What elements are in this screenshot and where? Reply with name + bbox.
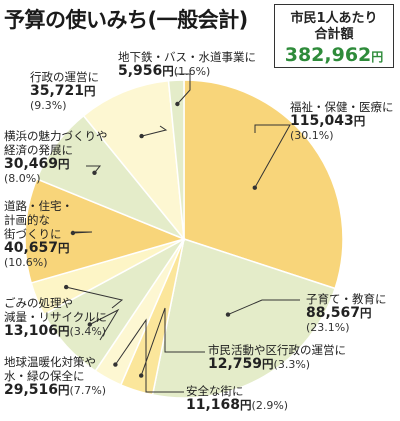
slice-label-unit: 円: [240, 398, 252, 412]
slice-label-amount: 13,106: [4, 323, 59, 339]
leader-dot-5: [63, 284, 69, 290]
slice-label-percent: (23.1%): [306, 321, 350, 334]
slice-label-amount: 30,469: [4, 156, 59, 172]
leader-dot-4: [87, 322, 93, 327]
leader-dot-2: [139, 373, 144, 378]
slice-label-6: 道路・住宅・ 計画的な 街づくりに 40,657円 (10.6%): [4, 199, 73, 270]
slice-label-name: 市民活動や区行政の運営に: [208, 343, 346, 357]
leader-line-9: [175, 73, 191, 105]
slice-label-1: 子育て・教育に 88,567円 (23.1%): [306, 292, 387, 335]
slice-label-4: 地球温暖化対策や 水・緑の保全に 29,516円(7.7%): [4, 355, 106, 398]
slice-label-amount: 35,721: [30, 83, 85, 99]
leader-line-2: [140, 307, 205, 376]
slice-label-name: 安全な街に: [186, 384, 244, 398]
slice-label-amount: 12,759: [208, 356, 263, 372]
leader-dot-6: [70, 230, 76, 236]
summary-label-line2: 合計額: [314, 27, 354, 42]
slice-label-name: 子育て・教育に: [306, 292, 387, 306]
slice-label-name: 福祉・保健・医療に: [290, 100, 394, 114]
slice-label-2: 市民活動や区行政の運営に 12,759円(3.3%): [208, 343, 346, 372]
summary-total-amount: 382,962円: [275, 44, 393, 68]
pie-slice-8: [82, 79, 185, 242]
slice-label-unit: 円: [84, 84, 96, 98]
leader-lines: [63, 73, 300, 393]
pie-slices: [24, 79, 344, 399]
slice-label-name: 行政の運営に: [30, 70, 99, 84]
slice-label-unit: 円: [58, 241, 70, 255]
slice-label-percent: (8.0%): [4, 172, 41, 185]
leader-dot-7: [92, 170, 97, 175]
leader-line-3: [114, 318, 184, 393]
leader-line-7: [86, 165, 102, 174]
slice-label-amount: 88,567: [306, 305, 361, 321]
slice-label-name: ごみの処理や 減量・リサイクルに: [4, 296, 107, 324]
slice-label-unit: 円: [162, 64, 174, 78]
leader-dot-9: [175, 101, 180, 107]
pie-slice-1: [151, 238, 337, 399]
slice-label-3: 安全な街に 11,168円(2.9%): [186, 384, 288, 413]
slice-label-0: 福祉・保健・医療に 115,043円 (30.1%): [290, 100, 394, 143]
slice-label-name: 地球温暖化対策や 水・緑の保全に: [4, 355, 96, 383]
leader-dot-0: [252, 185, 257, 190]
slice-label-unit: 円: [58, 157, 70, 171]
slice-label-unit: 円: [58, 383, 70, 397]
slice-label-percent: (1.6%): [173, 65, 211, 78]
slice-label-7: 横浜の魅力づくりや 経済の発展に 30,469円 (8.0%): [4, 129, 108, 186]
slice-label-percent: (2.9%): [251, 399, 289, 412]
slice-label-name: 地下鉄・バス・水道事業に: [118, 50, 256, 64]
summary-amount-unit: 円: [371, 50, 384, 64]
slice-label-unit: 円: [262, 357, 274, 371]
slice-label-percent: (9.3%): [30, 99, 67, 112]
slice-label-amount: 11,168: [186, 397, 241, 413]
pie-slice-0: [183, 79, 344, 290]
slice-label-unit: 円: [353, 114, 366, 128]
slice-label-unit: 円: [58, 324, 70, 338]
slice-label-amount: 115,043: [290, 113, 354, 129]
per-capita-summary-box: 市民1人あたり 合計額 382,962円: [274, 4, 394, 68]
leader-line-0: [254, 124, 291, 188]
slice-label-5: ごみの処理や 減量・リサイクルに 13,106円(3.4%): [4, 296, 107, 339]
leader-line-4: [89, 308, 120, 341]
slice-label-amount: 40,657: [4, 240, 59, 256]
slice-label-name: 道路・住宅・ 計画的な 街づくりに: [4, 199, 73, 241]
slice-label-8: 行政の運営に 35,721円 (9.3%): [30, 70, 99, 113]
slice-label-percent: (7.7%): [69, 384, 107, 397]
slice-label-percent: (3.3%): [273, 358, 311, 371]
leader-line-6: [72, 231, 93, 234]
pie-slice-9: [167, 79, 185, 240]
leader-dot-1: [225, 312, 231, 317]
leader-line-1: [227, 299, 300, 316]
slice-label-amount: 5,956: [118, 63, 163, 79]
slice-label-percent: (10.6%): [4, 256, 48, 269]
page-title: 予算の使いみち(一般会計): [4, 8, 248, 32]
leader-line-8: [141, 125, 168, 137]
pie-slice-6: [24, 178, 187, 284]
summary-label-line1: 市民1人あたり: [290, 11, 378, 26]
slice-label-name: 横浜の魅力づくりや 経済の発展に: [4, 129, 108, 157]
slice-label-percent: (3.4%): [69, 325, 107, 338]
leader-dot-8: [139, 133, 144, 139]
slice-label-amount: 29,516: [4, 382, 59, 398]
slice-label-9: 地下鉄・バス・水道事業に 5,956円(1.6%): [118, 50, 256, 79]
summary-amount-number: 382,962: [284, 44, 372, 66]
leader-line-5: [66, 286, 124, 309]
slice-label-unit: 円: [360, 306, 372, 320]
leader-dot-3: [113, 362, 118, 367]
slice-label-percent: (30.1%): [290, 129, 334, 142]
